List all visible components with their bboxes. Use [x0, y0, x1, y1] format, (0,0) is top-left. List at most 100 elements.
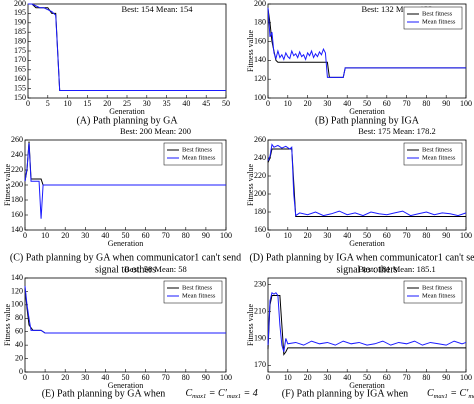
stats-text: Best: 58 Mean: 58 [124, 264, 187, 274]
panel: 0 10 20 30 40 50 60 70 80 90 100 170 190 210 230 Genera… [246, 264, 474, 401]
x-tick-label: 40 [343, 231, 351, 240]
x-axis-label: Generation [108, 381, 144, 390]
x-tick-label: 10 [284, 99, 292, 108]
x-tick-label: 20 [61, 231, 69, 240]
x-tick-label: 40 [101, 231, 109, 240]
formula-text: C [186, 388, 193, 399]
y-tick-label: 60 [15, 327, 23, 336]
x-tick-label: 60 [142, 373, 150, 382]
y-tick-label: 160 [11, 210, 23, 219]
x-tick-label: 60 [383, 231, 391, 240]
caption: (D) Path planning by IGA when communicat… [249, 252, 474, 263]
formula-sub: max1 [227, 393, 241, 400]
x-tick-label: 90 [442, 373, 450, 382]
x-tick-label: 40 [343, 373, 351, 382]
formula-sub: max1 [468, 393, 474, 400]
x-tick-label: 70 [162, 231, 170, 240]
y-tick-label: 120 [11, 286, 23, 295]
x-tick-label: 0 [26, 99, 30, 108]
x-tick-label: 30 [143, 99, 151, 108]
x-tick-label: 80 [422, 231, 430, 240]
x-tick-label: 50 [363, 231, 371, 240]
y-tick-label: 240 [11, 150, 23, 159]
x-axis-label: Generation [108, 239, 144, 248]
legend-box [403, 6, 463, 30]
stats-text: Best: 154 Mean: 154 [121, 4, 193, 14]
formula-sub: max1 [434, 393, 448, 400]
x-tick-label: 100 [220, 373, 232, 382]
legend-label: Mean fitness [182, 292, 216, 299]
legend-label: Mean fitness [422, 154, 456, 161]
y-tick-label: 190 [14, 18, 26, 27]
legend-label: Best fitness [422, 10, 453, 17]
legend-box [403, 280, 463, 304]
caption: (E) Path planning by GA when [42, 388, 166, 399]
x-tick-label: 100 [460, 231, 472, 240]
y-tick-label: 175 [14, 46, 26, 55]
legend-label: Best fitness [422, 146, 453, 153]
x-tick-label: 60 [383, 99, 391, 108]
x-axis-label: Generation [349, 381, 385, 390]
legend-label: Mean fitness [182, 154, 216, 161]
caption: signal to others [336, 264, 397, 275]
legend-label: Mean fitness [422, 292, 456, 299]
x-tick-label: 60 [142, 231, 150, 240]
y-axis-label: Fitness value [246, 304, 255, 346]
y-tick-label: 220 [254, 171, 266, 180]
y-tick-label: 160 [14, 74, 26, 83]
x-tick-label: 30 [81, 231, 89, 240]
x-tick-label: 15 [83, 99, 91, 108]
x-tick-label: 60 [383, 373, 391, 382]
legend-label: Best fitness [182, 284, 213, 291]
x-tick-label: 80 [182, 231, 190, 240]
x-tick-label: 90 [442, 231, 450, 240]
caption-formula: Cmax1 = C′max1 = 4 [186, 388, 258, 400]
x-tick-label: 45 [202, 99, 210, 108]
y-tick-label: 200 [254, 0, 266, 8]
series-line [267, 7, 466, 78]
x-tick-label: 10 [284, 231, 292, 240]
y-tick-label: 210 [254, 306, 266, 315]
y-tick-label: 190 [254, 333, 266, 342]
formula-text: C [427, 388, 434, 399]
x-tick-label: 30 [323, 99, 331, 108]
y-axis-label: Fitness value [3, 304, 12, 346]
y-tick-label: 160 [254, 36, 266, 45]
y-tick-label: 120 [254, 74, 266, 83]
y-tick-label: 155 [14, 83, 26, 92]
x-tick-label: 70 [403, 373, 411, 382]
y-tick-label: 140 [11, 225, 23, 234]
y-tick-label: 200 [14, 0, 26, 8]
y-tick-label: 40 [15, 340, 23, 349]
x-tick-label: 100 [220, 231, 232, 240]
x-tick-label: 80 [182, 373, 190, 382]
x-tick-label: 50 [222, 99, 230, 108]
formula-sub: max1 [192, 393, 206, 400]
panel: 0 10 20 30 40 50 60 70 80 90 100 140 160 180 200 220 240… [3, 126, 241, 275]
x-axis-label: Generation [349, 239, 385, 248]
y-tick-label: 0 [19, 367, 23, 376]
formula-text: = C′ [206, 388, 227, 399]
legend-box [163, 142, 223, 166]
y-tick-label: 200 [11, 180, 23, 189]
x-tick-label: 100 [460, 99, 472, 108]
x-tick-label: 40 [182, 99, 190, 108]
legend-box [163, 280, 223, 304]
x-axis-label: Generation [109, 107, 145, 116]
x-tick-label: 5 [46, 99, 50, 108]
stats-text: Best: 181 Mean: 185.1 [358, 264, 435, 274]
x-tick-label: 50 [363, 373, 371, 382]
y-tick-label: 140 [254, 55, 266, 64]
y-tick-label: 230 [254, 280, 266, 289]
x-tick-label: 40 [343, 99, 351, 108]
x-tick-label: 70 [403, 231, 411, 240]
panel: 0 10 20 30 40 50 60 70 80 90 100 100 120 140 160 180 200… [246, 0, 472, 126]
y-tick-label: 260 [11, 135, 23, 144]
x-tick-label: 80 [422, 99, 430, 108]
x-tick-label: 10 [64, 99, 72, 108]
series-line [267, 143, 467, 217]
x-tick-label: 50 [122, 373, 130, 382]
y-tick-label: 80 [15, 313, 23, 322]
y-tick-label: 160 [254, 225, 266, 234]
